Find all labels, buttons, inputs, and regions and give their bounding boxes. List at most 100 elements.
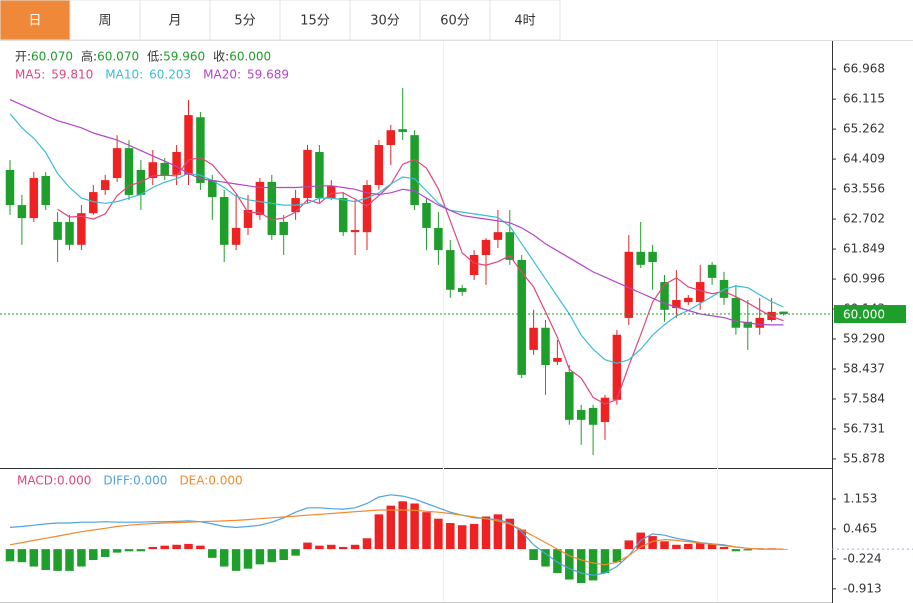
tab-label[interactable]: 60分 <box>440 14 470 29</box>
tab-label[interactable]: 日 <box>28 14 41 29</box>
macd-bar <box>695 542 705 550</box>
candle-body <box>77 213 86 245</box>
tab-label[interactable]: 周 <box>98 14 111 29</box>
macd-bar <box>374 514 384 550</box>
legend-text: DIFF: <box>103 474 133 488</box>
candle-body <box>648 251 657 263</box>
macd-bar <box>160 545 169 550</box>
y-tick-label: 55.878 <box>843 451 885 465</box>
candle-body <box>386 130 396 145</box>
legend-text: 60.203 <box>149 68 191 82</box>
legend-text: 59.960 <box>163 50 205 64</box>
macd-bar <box>184 543 193 550</box>
tab-label[interactable]: 30分 <box>370 14 400 29</box>
candle-body <box>624 251 634 318</box>
y-tick-label: 66.115 <box>843 92 885 106</box>
legend-text: MA5: <box>15 68 45 82</box>
macd-bar <box>362 538 372 550</box>
tab[interactable] <box>489 0 561 41</box>
legend-text: 0.000 <box>208 474 242 488</box>
macd-bar <box>434 518 443 550</box>
tab[interactable] <box>209 0 281 41</box>
candle-body <box>362 185 372 233</box>
macd-bar <box>338 546 348 550</box>
candle-body <box>600 397 610 422</box>
candle-body <box>53 221 62 240</box>
candle-body <box>315 152 324 199</box>
macd-bar <box>469 523 479 550</box>
candle-body <box>529 327 538 350</box>
y-tick-label: 65.262 <box>843 122 885 136</box>
legend-text: 60.070 <box>31 50 73 64</box>
macd-bar <box>517 529 526 550</box>
macd-bar <box>208 549 217 558</box>
macd-bar <box>231 549 241 571</box>
indicator-line <box>9 113 784 364</box>
candle-body <box>172 152 181 175</box>
candle-body <box>517 259 526 375</box>
y-tick-label: 56.731 <box>843 421 885 435</box>
tab-label[interactable]: 月 <box>168 14 181 29</box>
candle-body <box>112 148 122 179</box>
legend-text: 低: <box>147 50 163 64</box>
macd-bar <box>255 549 265 565</box>
tab[interactable] <box>419 0 491 41</box>
tab[interactable] <box>139 0 211 41</box>
tab[interactable] <box>349 0 421 41</box>
macd-bar <box>457 525 467 550</box>
macd-bar <box>565 549 574 580</box>
macd-bar <box>53 549 62 571</box>
macd-bar <box>65 549 74 571</box>
macd-bar <box>219 549 229 567</box>
indicator-line <box>9 494 784 576</box>
legend-text: MA10: <box>105 68 143 82</box>
y-tick-label: 0.465 <box>843 521 877 535</box>
macd-bar <box>267 549 277 563</box>
candle-body <box>398 129 407 132</box>
macd-bar <box>41 549 50 570</box>
tab[interactable] <box>0 0 71 41</box>
macd-bar <box>279 549 288 560</box>
candle-body <box>684 297 693 303</box>
macd-bar <box>29 549 39 567</box>
tab-label[interactable]: 15分 <box>300 14 330 29</box>
tab-label[interactable]: 5分 <box>234 14 255 29</box>
candle-body <box>243 210 253 228</box>
y-tick-label: 66.968 <box>843 62 885 76</box>
candle-body <box>505 232 515 260</box>
candle-body <box>434 227 443 251</box>
y-tick-label: 61.849 <box>843 242 885 256</box>
candle-body <box>588 407 598 425</box>
tab[interactable] <box>279 0 351 41</box>
candle-body <box>100 180 110 190</box>
macd-bar <box>112 549 122 553</box>
macd-bar <box>196 545 205 550</box>
macd-bar <box>707 543 717 550</box>
macd-bar <box>684 543 693 550</box>
macd-bar <box>315 545 324 550</box>
candle-body <box>743 321 753 328</box>
candle-body <box>731 297 741 328</box>
legend-text: 59.689 <box>247 68 289 82</box>
macd-bar <box>5 549 15 562</box>
tab[interactable] <box>69 0 141 41</box>
legend-text: DEA: <box>179 474 208 488</box>
candle-body <box>707 264 717 278</box>
candle-body <box>636 251 645 265</box>
macd-bar <box>588 549 598 581</box>
macd-bar <box>124 549 134 552</box>
legend-text: MA20: <box>203 68 241 82</box>
indicator-line <box>9 509 784 566</box>
macd-bar <box>719 546 729 550</box>
macd-bar <box>743 549 753 551</box>
candle-body <box>469 255 479 276</box>
macd-bar <box>172 544 181 550</box>
macd-bar <box>100 549 110 557</box>
candle-body <box>612 334 622 400</box>
last-price-label: 60.000 <box>843 308 885 322</box>
candle-body <box>17 205 27 219</box>
y-tick-label: 64.409 <box>843 152 885 166</box>
candle-body <box>779 311 788 315</box>
legend-text: 60.000 <box>229 50 271 64</box>
tab-label[interactable]: 4时 <box>514 14 535 29</box>
